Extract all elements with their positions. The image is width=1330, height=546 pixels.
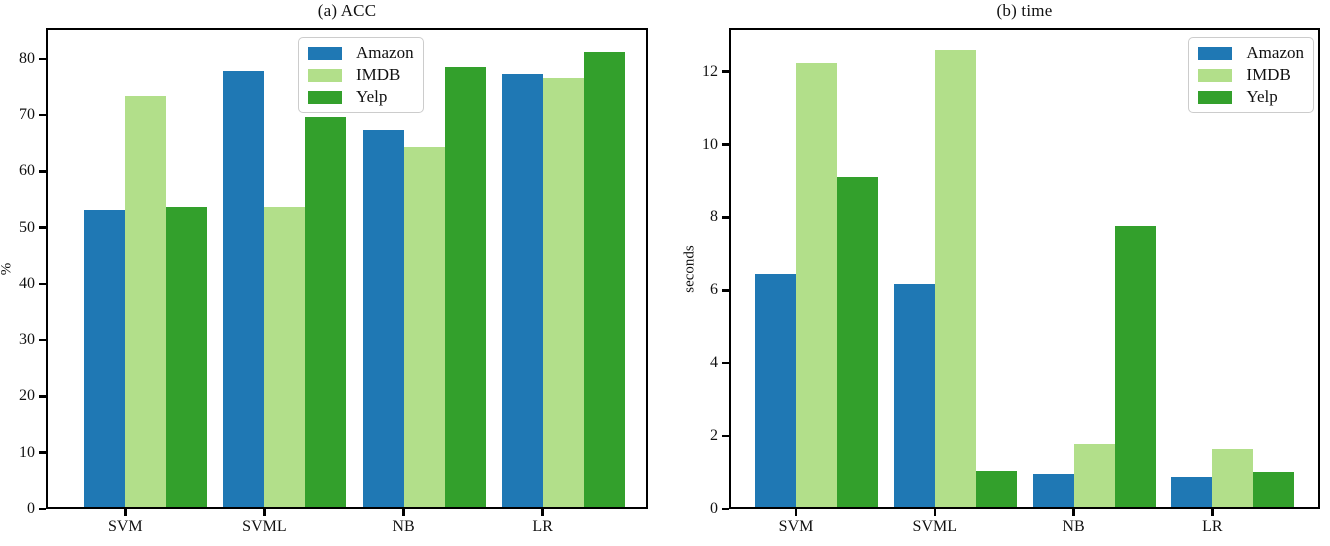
bar-yelp-nb <box>444 66 486 509</box>
legend-item-yelp: Yelp <box>308 88 414 106</box>
y-tick-label: 10 <box>702 135 718 153</box>
bar-amazon-nb <box>1032 474 1074 509</box>
y-tick-mark <box>722 70 729 73</box>
y-tick-mark <box>722 507 729 511</box>
bar-yelp-svml <box>975 471 1017 509</box>
bar-amazon-svm <box>755 273 797 509</box>
legend-label-yelp: Yelp <box>1246 87 1278 106</box>
x-tick-label-nb: NB <box>1062 518 1085 535</box>
chart-title-time: (b) time <box>996 1 1053 20</box>
x-tick-mark <box>402 509 405 516</box>
legend-swatch-imdb <box>308 68 342 82</box>
legend: Amazon IMDB Yelp <box>1188 37 1314 113</box>
y-tick-mark <box>39 451 46 454</box>
bar-yelp-svml <box>305 116 347 509</box>
y-tick-mark <box>39 282 46 286</box>
legend-label-imdb: IMDB <box>356 65 401 84</box>
legend-label-amazon: Amazon <box>1246 43 1304 62</box>
y-tick-mark <box>722 361 729 365</box>
acc-plot-area: % 0 10 20 30 40 50 60 70 80 SVM SVML NB LR Amazon IMDB… <box>0 28 648 535</box>
bar-imdb-svm <box>125 96 167 509</box>
y-tick-label: 8 <box>710 208 718 226</box>
x-tick-label-lr: LR <box>1202 518 1223 535</box>
bar-amazon-svml <box>223 70 265 509</box>
legend-item-yelp: Yelp <box>1198 88 1304 106</box>
bar-yelp-lr <box>1253 471 1295 509</box>
x-tick-label-nb: NB <box>392 518 415 535</box>
bar-imdb-svml <box>934 49 976 509</box>
y-tick-mark <box>722 434 729 438</box>
y-tick-label: 2 <box>710 427 718 445</box>
y-tick-mark <box>39 113 46 117</box>
legend-swatch-yelp <box>1198 90 1233 104</box>
y-tick-mark <box>39 338 46 342</box>
bar-yelp-svm <box>166 207 208 509</box>
y-tick-mark <box>39 395 46 398</box>
y-tick-mark <box>722 143 729 146</box>
bar-imdb-nb <box>403 146 445 509</box>
y-tick-label: 50 <box>19 218 35 236</box>
y-tick-label: 10 <box>19 443 35 461</box>
legend-swatch-amazon <box>1198 46 1233 60</box>
x-tick-mark <box>1211 509 1214 516</box>
bar-amazon-nb <box>362 129 404 509</box>
legend-swatch-yelp <box>308 90 342 104</box>
legend-label-imdb: IMDB <box>1246 65 1291 84</box>
y-tick-label: 30 <box>19 331 35 349</box>
y-tick-label: 0 <box>710 500 718 517</box>
y-tick-mark <box>39 226 46 229</box>
x-tick-mark <box>794 509 798 516</box>
bar-imdb-svm <box>796 62 838 509</box>
y-tick-label: 12 <box>702 62 718 80</box>
bar-amazon-lr <box>501 74 543 509</box>
y-tick-label: 70 <box>19 106 35 124</box>
bar-amazon-svml <box>893 284 935 509</box>
legend-item-imdb: IMDB <box>1198 66 1304 84</box>
legend-item-imdb: IMDB <box>308 66 414 84</box>
bar-yelp-nb <box>1114 226 1156 509</box>
x-tick-label-svm: SVM <box>778 518 814 535</box>
bar-imdb-lr <box>1212 449 1254 509</box>
x-tick-mark <box>933 509 937 516</box>
legend-swatch-amazon <box>308 46 342 60</box>
y-tick-label: 6 <box>710 281 718 299</box>
x-tick-mark <box>541 509 544 516</box>
y-tick-mark <box>722 216 729 219</box>
x-tick-mark <box>1072 509 1075 516</box>
y-tick-mark <box>39 170 46 173</box>
bar-yelp-svm <box>837 177 879 509</box>
y-tick-label: 20 <box>19 387 35 405</box>
bar-yelp-lr <box>583 52 625 509</box>
chart-title-acc: (a) ACC <box>317 1 377 20</box>
time-plot-area: seconds 0 2 4 6 8 10 12 SVM SVML NB LR Amazon IMDB Ye… <box>682 28 1320 535</box>
y-tick-mark <box>722 289 729 292</box>
legend-item-amazon: Amazon <box>1198 44 1304 62</box>
bar-imdb-nb <box>1073 443 1115 509</box>
bar-imdb-lr <box>542 77 584 509</box>
bar-imdb-svml <box>264 207 306 509</box>
legend: Amazon IMDB Yelp <box>298 37 424 113</box>
bar-amazon-svm <box>84 210 126 509</box>
legend-swatch-imdb <box>1198 68 1233 82</box>
y-tick-label: 80 <box>19 49 35 67</box>
legend-item-amazon: Amazon <box>308 44 414 62</box>
y-tick-mark <box>39 507 46 511</box>
legend-label-yelp: Yelp <box>356 87 388 106</box>
y-tick-label: 0 <box>27 500 35 517</box>
x-tick-label-svml: SVML <box>912 518 958 535</box>
x-tick-mark <box>263 509 266 516</box>
y-tick-mark <box>39 57 46 61</box>
x-tick-mark <box>124 509 127 516</box>
y-tick-label: 60 <box>19 162 35 180</box>
x-tick-label-svm: SVM <box>107 518 143 535</box>
acc-y-axis-label: % <box>0 262 15 275</box>
y-tick-label: 40 <box>19 274 35 292</box>
time-y-axis-label: seconds <box>681 244 698 293</box>
y-tick-label: 4 <box>710 354 718 372</box>
legend-label-amazon: Amazon <box>356 43 414 62</box>
x-tick-label-lr: LR <box>532 518 553 535</box>
x-tick-label-svml: SVML <box>242 518 287 535</box>
bar-amazon-lr <box>1171 476 1213 509</box>
